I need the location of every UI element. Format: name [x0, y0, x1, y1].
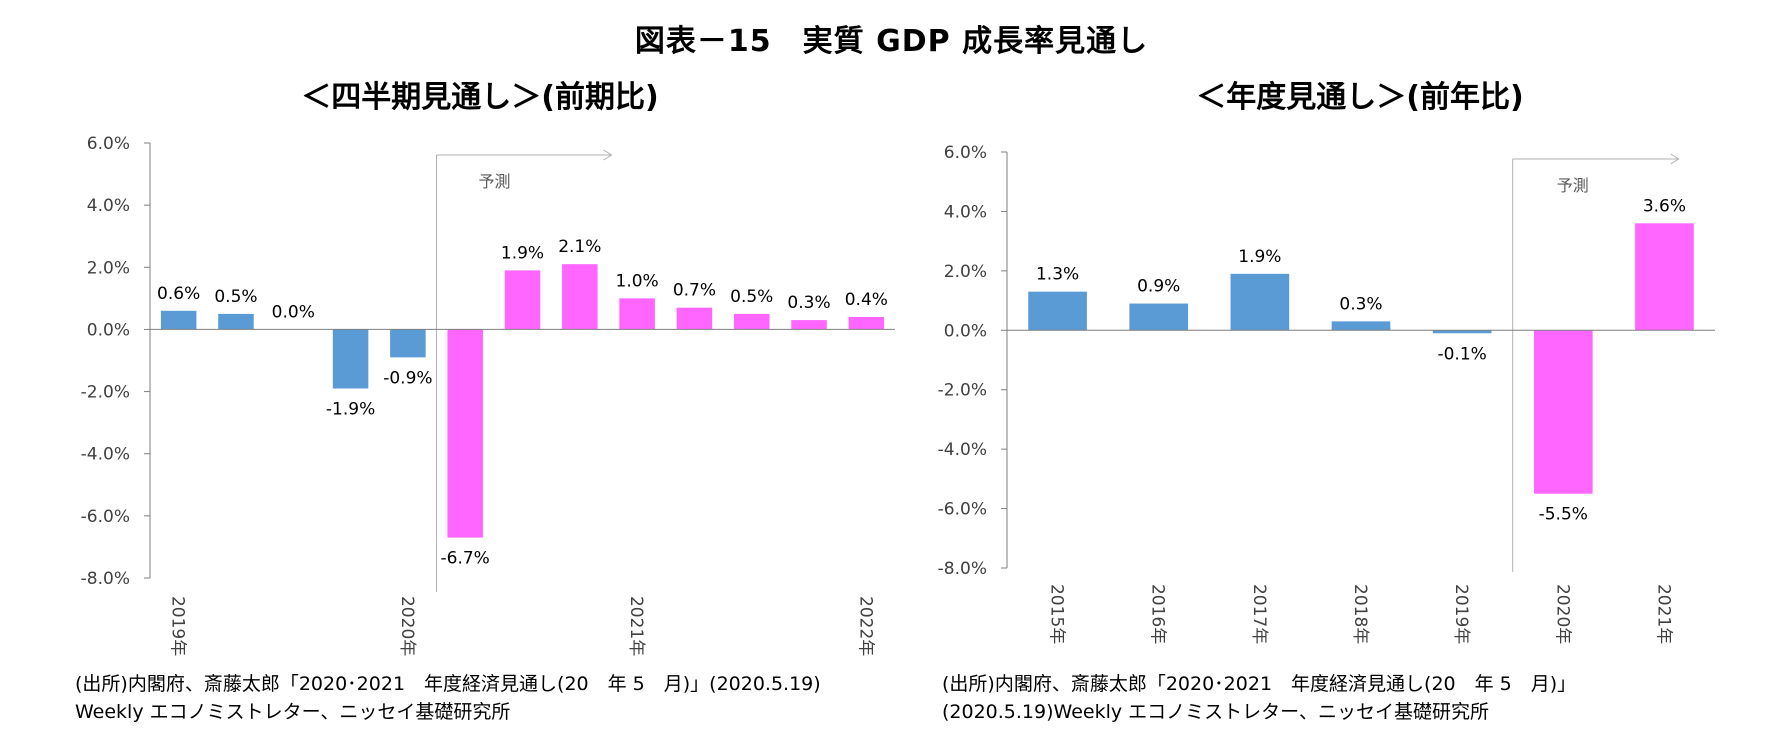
quarterly-bar [332, 329, 369, 389]
quarterly-data-label: 1.0% [616, 271, 659, 291]
quarterly-y-tick-label: -8.0% [81, 569, 130, 589]
quarterly-bar [504, 270, 541, 330]
quarterly-bar [218, 313, 254, 330]
annual-bar [1230, 273, 1290, 331]
annual-bar [1635, 223, 1694, 331]
annual-x-tick-label: 2020年 [1552, 584, 1572, 644]
annual-y-tick-label: 0.0% [944, 321, 987, 341]
quarterly-bar [848, 317, 885, 330]
quarterly-data-label: -6.7% [441, 549, 490, 569]
annual-data-label: 3.6% [1643, 196, 1686, 216]
quarterly-y-tick-label: 4.0% [87, 196, 130, 216]
quarterly-source-note: (出所)内閣府、斎藤太郎「2020･2021 年度経済見通し(20 年 5 月)… [75, 670, 821, 726]
annual-bar [1028, 291, 1087, 331]
figure-title: 図表－15 実質 GDP 成長率見通し [634, 24, 1149, 59]
quarterly-data-label: 0.5% [214, 287, 257, 307]
annual-y-tick-label: 4.0% [944, 202, 987, 222]
quarterly-bar [447, 329, 483, 538]
quarterly-source-line-1: (出所)内閣府、斎藤太郎「2020･2021 年度経済見通し(20 年 5 月)… [75, 673, 821, 695]
quarterly-x-tick-label: 2019年 [168, 596, 188, 656]
annual-source-note: (出所)内閣府、斎藤太郎「2020･2021 年度経済見通し(20 年 5 月)… [942, 670, 1576, 726]
annual-y-tick-label: -6.0% [938, 500, 987, 520]
quarterly-data-label: -1.9% [326, 399, 375, 419]
annual-data-label: 1.3% [1036, 265, 1079, 285]
annual-x-tick-label: 2019年 [1451, 584, 1471, 644]
annual-chart: 6.0% 4.0% 2.0% 0.0% -2.0% -4.0% -6.0% -8.0% 予測 1.… [938, 143, 1715, 644]
annual-y-tick-label: -8.0% [938, 559, 987, 579]
annual-data-label: -5.5% [1539, 505, 1588, 525]
annual-data-label: -0.1% [1437, 344, 1486, 364]
annual-y-tick-label: -2.0% [938, 381, 987, 401]
quarterly-bar [733, 313, 770, 330]
quarterly-data-label: 0.4% [845, 290, 888, 310]
annual-bar [1432, 330, 1492, 334]
annual-x-tick-label: 2017年 [1249, 584, 1269, 644]
quarterly-data-label: -0.9% [383, 368, 432, 388]
quarterly-x-tick-label: 2020年 [397, 596, 417, 656]
annual-y-tick-label: -4.0% [938, 440, 987, 460]
quarterly-bar [562, 264, 598, 330]
quarterly-x-tick-label: 2021年 [626, 596, 646, 656]
quarterly-y-tick-label: 2.0% [87, 258, 130, 278]
annual-source-line-2: (2020.5.19)Weekly エコノミストレター、ニッセイ基礎研究所 [942, 701, 1489, 723]
quarterly-y-tick-label: 0.0% [87, 320, 130, 340]
quarterly-y-tick-label: -6.0% [81, 507, 130, 527]
quarterly-chart: 6.0% 4.0% 2.0% 0.0% -2.0% -4.0% -6.0% -8.0% 予測 0.… [81, 134, 895, 656]
annual-source-line-1: (出所)内閣府、斎藤太郎「2020･2021 年度経済見通し(20 年 5 月)… [942, 673, 1577, 695]
quarterly-y-tick-label: -2.0% [81, 383, 130, 403]
annual-x-tick-label: 2015年 [1047, 584, 1067, 644]
quarterly-bar [390, 329, 426, 358]
quarterly-x-tick-label: 2022年 [855, 596, 875, 656]
quarterly-forecast-arrow-head [603, 149, 613, 161]
annual-bar [1331, 321, 1391, 331]
annual-y-tick-label: 6.0% [944, 143, 987, 163]
quarterly-data-label: 0.3% [787, 293, 830, 313]
annual-y-tick-label: 2.0% [944, 262, 987, 282]
quarterly-forecast-label: 予測 [479, 172, 511, 191]
quarterly-y-tick-label: 6.0% [87, 134, 130, 154]
annual-x-tick-label: 2018年 [1350, 584, 1370, 644]
quarterly-bar [676, 307, 713, 330]
annual-forecast-arrow-head [1670, 153, 1680, 165]
annual-forecast-label: 予測 [1557, 176, 1589, 195]
quarterly-bar [791, 320, 827, 330]
quarterly-bar [619, 298, 655, 330]
quarterly-chart-title: ＜四半期見通し＞(前期比) [301, 80, 659, 115]
quarterly-bar [160, 310, 197, 330]
quarterly-data-label: 1.9% [501, 243, 544, 263]
annual-data-label: 0.9% [1137, 277, 1180, 297]
annual-bar [1129, 303, 1189, 331]
annual-bar [1533, 330, 1593, 494]
annual-chart-title: ＜年度見通し＞(前年比) [1196, 80, 1524, 115]
annual-x-tick-label: 2016年 [1148, 584, 1168, 644]
annual-data-label: 1.9% [1238, 247, 1281, 267]
quarterly-data-label: 2.1% [558, 237, 601, 257]
quarterly-y-tick-label: -4.0% [81, 445, 130, 465]
quarterly-data-label: 0.5% [730, 287, 773, 307]
annual-x-tick-label: 2021年 [1653, 584, 1673, 644]
annual-data-label: 0.3% [1339, 294, 1382, 314]
quarterly-source-line-2: Weekly エコノミストレター、ニッセイ基礎研究所 [75, 701, 511, 723]
quarterly-data-label: 0.0% [272, 302, 315, 322]
quarterly-data-label: 0.7% [673, 281, 716, 301]
quarterly-data-label: 0.6% [157, 284, 200, 304]
